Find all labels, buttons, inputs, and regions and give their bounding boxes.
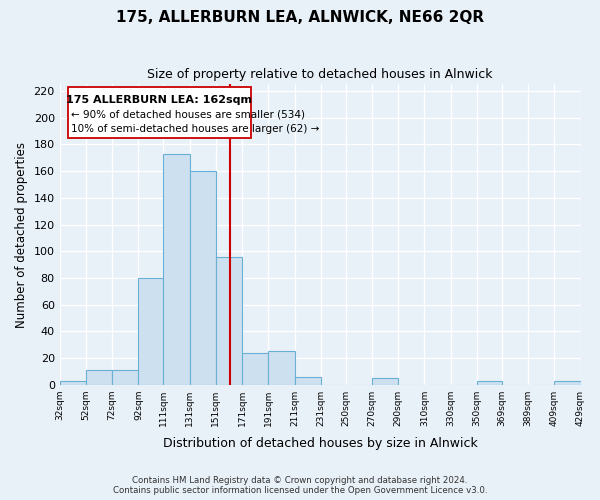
Y-axis label: Number of detached properties: Number of detached properties <box>15 142 28 328</box>
Bar <box>268 352 295 384</box>
Text: 175, ALLERBURN LEA, ALNWICK, NE66 2QR: 175, ALLERBURN LEA, ALNWICK, NE66 2QR <box>116 10 484 25</box>
Text: 175 ALLERBURN LEA: 162sqm: 175 ALLERBURN LEA: 162sqm <box>67 95 253 105</box>
Bar <box>477 380 502 384</box>
Text: ← 90% of detached houses are smaller (534): ← 90% of detached houses are smaller (53… <box>71 110 305 120</box>
Bar <box>190 171 216 384</box>
Bar <box>554 380 581 384</box>
Bar <box>163 154 190 384</box>
Title: Size of property relative to detached houses in Alnwick: Size of property relative to detached ho… <box>148 68 493 80</box>
X-axis label: Distribution of detached houses by size in Alnwick: Distribution of detached houses by size … <box>163 437 478 450</box>
Text: 10% of semi-detached houses are larger (62) →: 10% of semi-detached houses are larger (… <box>71 124 320 134</box>
Bar <box>112 370 139 384</box>
FancyBboxPatch shape <box>68 87 251 138</box>
Text: Contains HM Land Registry data © Crown copyright and database right 2024.
Contai: Contains HM Land Registry data © Crown c… <box>113 476 487 495</box>
Bar <box>216 256 242 384</box>
Bar <box>242 352 268 384</box>
Bar <box>295 376 321 384</box>
Bar <box>86 370 112 384</box>
Bar <box>59 380 86 384</box>
Bar <box>139 278 163 384</box>
Bar <box>372 378 398 384</box>
